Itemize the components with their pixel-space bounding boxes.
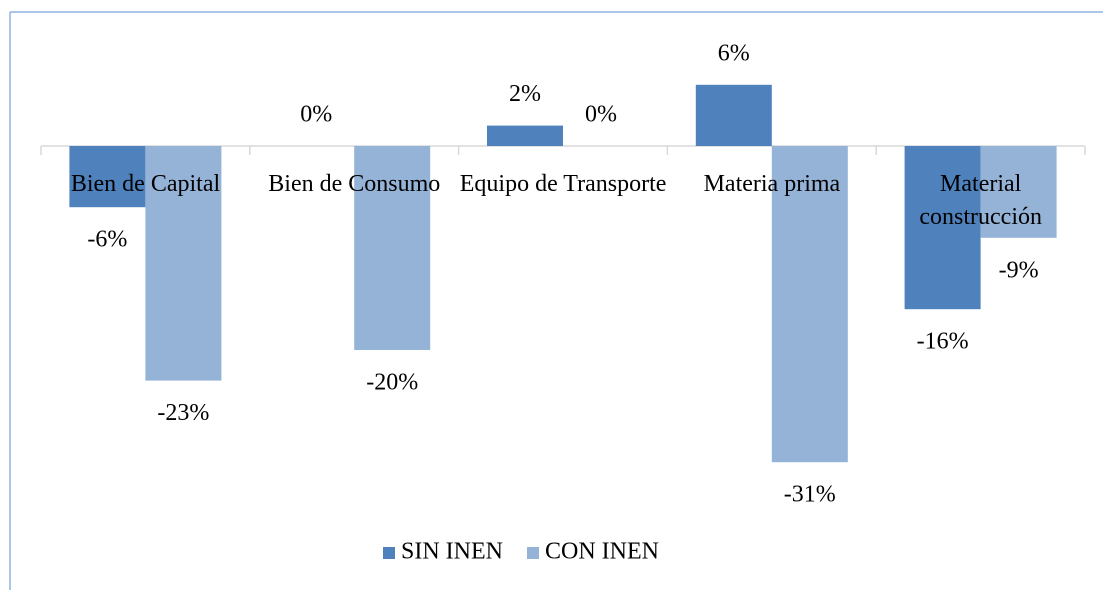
data-label: 0%	[585, 102, 617, 128]
data-label: -16%	[917, 329, 969, 355]
x-tick-label: Material construcción	[919, 171, 1042, 230]
data-label: -9%	[999, 257, 1039, 283]
bar	[487, 125, 563, 146]
bar	[771, 146, 848, 463]
x-tick-label: Materia prima	[703, 171, 841, 197]
data-label: -6%	[87, 227, 127, 253]
x-tick-label: Bien de Consumo	[268, 171, 441, 197]
bar	[695, 84, 772, 146]
bar	[69, 146, 146, 208]
bar	[980, 146, 1057, 238]
data-label: -23%	[157, 400, 209, 426]
bar	[145, 146, 222, 381]
data-label: -31%	[784, 482, 836, 508]
bar	[904, 146, 981, 310]
x-tick-label: Equipo de Transporte	[459, 171, 667, 197]
data-label: 2%	[509, 81, 541, 107]
legend-label: SIN INEN	[401, 539, 503, 565]
data-label: 0%	[300, 102, 332, 128]
data-label: 6%	[718, 40, 750, 66]
bar	[354, 146, 431, 350]
legend-swatch	[527, 547, 539, 559]
data-label: -20%	[366, 370, 418, 396]
legend-label: CON INEN	[545, 539, 659, 565]
legend-swatch	[383, 547, 395, 559]
x-tick-label: Bien de Capital	[70, 171, 221, 197]
